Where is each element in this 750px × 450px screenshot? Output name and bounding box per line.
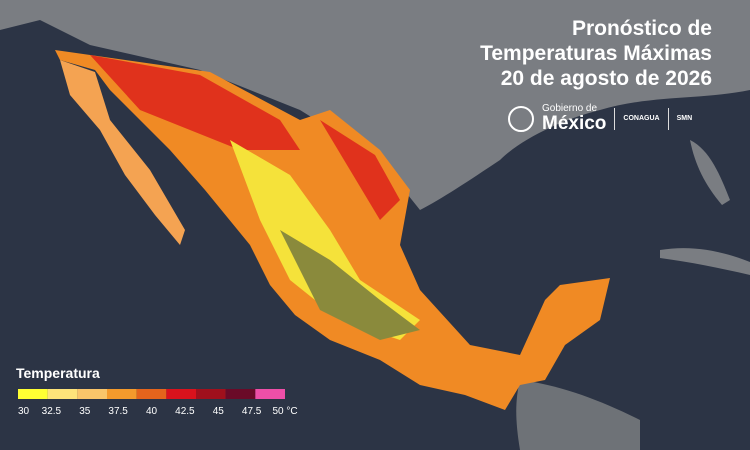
florida <box>690 140 730 205</box>
legend-title: Temperatura <box>16 365 100 381</box>
seal-icon <box>508 105 534 132</box>
cuba <box>660 248 750 275</box>
legend-tick-label: 37.5 <box>108 406 128 417</box>
legend-tick-label: 30 <box>18 406 30 417</box>
title-line: 20 de agosto de 2026 <box>500 67 712 90</box>
logo-text: SMN <box>676 115 693 122</box>
legend-swatch <box>196 389 226 399</box>
legend-swatch <box>107 389 137 399</box>
gobierno-logo: Gobierno de México <box>542 103 607 134</box>
legend-tick-label: 50 °C <box>272 406 297 417</box>
legend-swatch <box>18 389 48 399</box>
highlands <box>280 230 420 340</box>
central-america <box>516 380 640 450</box>
title: Pronóstico de Temperaturas Máximas 20 de… <box>480 16 712 91</box>
cool-zone-central <box>230 140 420 340</box>
logo-text: CONAGUA <box>623 115 660 122</box>
legend-tick-label: 45 <box>213 406 225 417</box>
logo-text: Gobierno de <box>542 103 598 114</box>
title-line: Pronóstico de <box>571 17 712 40</box>
legend-tick-label: 42.5 <box>175 406 195 417</box>
separator <box>614 107 616 130</box>
legend: 30 32.5 35 37.5 40 42.5 45 47.5 50 °C <box>18 389 298 417</box>
legend-tick-label: 47.5 <box>242 406 262 417</box>
legend-swatch <box>255 389 285 399</box>
logo-text: México <box>542 113 607 134</box>
title-line: Temperaturas Máximas <box>480 42 712 65</box>
usa-land <box>0 0 750 210</box>
hot-zone-north <box>90 55 300 150</box>
legend-swatch <box>77 389 107 399</box>
legend-swatch <box>225 389 256 399</box>
hot-zone-northeast <box>320 120 400 220</box>
logos: Gobierno de México CONAGUA SMN <box>508 104 692 133</box>
separator <box>667 107 669 130</box>
legend-swatch <box>166 389 196 399</box>
mexico-mainland <box>55 50 610 410</box>
legend-tick-label: 40 <box>146 406 158 417</box>
legend-tick-label: 32.5 <box>42 406 62 417</box>
legend-swatch <box>47 389 78 399</box>
legend-swatch <box>136 389 167 399</box>
legend-tick-label: 35 <box>79 406 91 417</box>
baja-california <box>60 60 185 245</box>
